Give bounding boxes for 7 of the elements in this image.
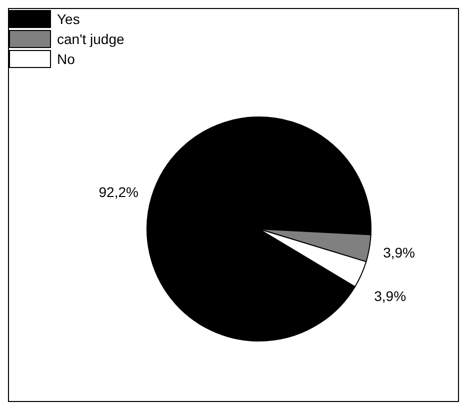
legend-label: can't judge [57,31,124,47]
data-label: 92,2% [98,184,138,200]
data-label: 3,9% [383,244,416,261]
legend-label: No [57,51,75,67]
legend-label: Yes [57,11,80,27]
data-label: 3,9% [374,288,406,304]
pie-slice [146,116,372,342]
